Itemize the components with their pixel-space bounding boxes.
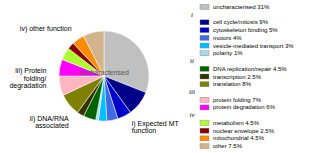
svg-text:translation 8%: translation 8% <box>213 81 252 87</box>
svg-text:ii: ii <box>190 57 194 65</box>
svg-text:DNA replication/repair 4.5%: DNA replication/repair 4.5% <box>213 66 287 72</box>
svg-text:transcription 2.5%: transcription 2.5% <box>213 74 262 80</box>
svg-text:cytoskeleton binding 5%: cytoskeleton binding 5% <box>213 27 278 33</box>
svg-text:i: i <box>191 11 193 19</box>
svg-text:i) Expected MTfunction: i) Expected MTfunction <box>132 119 180 134</box>
svg-text:uncharacterised 31%: uncharacterised 31% <box>213 4 270 10</box>
svg-text:iv) other function: iv) other function <box>20 25 72 33</box>
svg-text:iv: iv <box>189 111 195 119</box>
svg-text:protein degradation 6%: protein degradation 6% <box>213 104 276 110</box>
svg-text:cell cycle/mitosis 9%: cell cycle/mitosis 9% <box>213 19 269 25</box>
svg-text:ii) DNA/RNAassociated: ii) DNA/RNAassociated <box>30 114 69 129</box>
svg-text:uncharacterised: uncharacterised <box>79 69 129 76</box>
svg-text:other 7.5%: other 7.5% <box>213 143 243 149</box>
svg-text:metabolism 4.5%: metabolism 4.5% <box>213 120 260 126</box>
svg-text:protein folding 7%: protein folding 7% <box>213 97 262 103</box>
svg-text:motors 4%: motors 4% <box>213 35 242 41</box>
svg-text:nuclear envelope 2.5%: nuclear envelope 2.5% <box>213 128 275 134</box>
svg-text:mitochondrial 4.5%: mitochondrial 4.5% <box>213 135 265 141</box>
svg-text:iii) Proteinfolding/degradatio: iii) Proteinfolding/degradation <box>9 67 46 90</box>
svg-text:iii: iii <box>189 88 195 96</box>
svg-text:polarity 1%: polarity 1% <box>213 50 243 56</box>
svg-text:vesicle-mediated transport 3%: vesicle-mediated transport 3% <box>213 43 294 49</box>
